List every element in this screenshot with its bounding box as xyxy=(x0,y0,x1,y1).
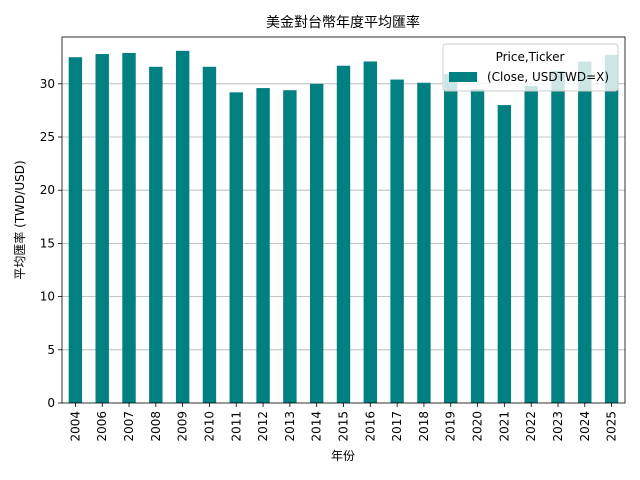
x-tick-label: 2008 xyxy=(149,411,163,442)
y-tick-label: 20 xyxy=(40,183,55,197)
x-tick-label: 2012 xyxy=(256,411,270,442)
bar-2007 xyxy=(122,52,136,404)
x-tick-label: 2011 xyxy=(229,411,243,442)
bar-2017 xyxy=(390,79,404,403)
y-tick-label: 10 xyxy=(40,290,55,304)
bar-2018 xyxy=(417,82,431,403)
y-axis-ticks: 0 5 10 15 20 25 30 xyxy=(40,77,62,410)
bar-2019 xyxy=(444,74,458,403)
x-tick-label: 2006 xyxy=(95,411,109,442)
bar-2015 xyxy=(336,65,351,403)
legend-box xyxy=(442,43,619,92)
bar-2011 xyxy=(229,92,243,403)
legend-swatch xyxy=(449,72,477,82)
bar-2020 xyxy=(470,89,485,403)
y-tick-label: 25 xyxy=(40,130,55,144)
bar-2014 xyxy=(309,83,324,403)
x-tick-label: 2022 xyxy=(524,411,538,442)
x-tick-label: 2023 xyxy=(551,411,565,442)
x-tick-label: 2007 xyxy=(122,411,136,442)
x-tick-label: 2014 xyxy=(310,411,324,442)
x-tick-label: 2013 xyxy=(283,411,297,442)
x-tick-label: 2024 xyxy=(578,411,592,442)
x-tick-label: 2009 xyxy=(176,411,190,442)
bar-2025 xyxy=(604,55,619,403)
bar-2010 xyxy=(202,66,217,403)
bar-2006 xyxy=(95,54,109,403)
y-tick-label: 15 xyxy=(40,236,55,250)
legend: Price,Ticker (Close, USDTWD=X) xyxy=(442,43,619,92)
bar-2013 xyxy=(283,90,297,403)
chart-title: 美金對台幣年度平均匯率 xyxy=(266,14,420,31)
y-tick-label: 5 xyxy=(47,343,55,357)
legend-entry-label: (Close, USDTWD=X) xyxy=(487,70,609,84)
bar-2024 xyxy=(578,61,592,403)
x-tick-label: 2020 xyxy=(471,411,485,442)
y-tick-label: 0 xyxy=(47,396,55,410)
bar-2008 xyxy=(149,66,163,403)
x-tick-label: 2017 xyxy=(390,411,404,442)
x-tick-label: 2021 xyxy=(497,411,511,442)
bar-2012 xyxy=(256,88,270,404)
bar-2021 xyxy=(497,105,512,404)
legend-title: Price,Ticker xyxy=(496,50,565,64)
x-tick-label: 2019 xyxy=(444,411,458,442)
x-tick-label: 2016 xyxy=(363,411,377,442)
x-tick-label: 2018 xyxy=(417,411,431,442)
bar-2009 xyxy=(175,50,190,404)
bar-2022 xyxy=(524,85,538,403)
x-axis-label: 年份 xyxy=(331,449,355,463)
x-tick-label: 2004 xyxy=(68,411,82,442)
y-axis-label: 平均匯率 (TWD/USD) xyxy=(12,160,27,279)
bar-2023 xyxy=(551,71,565,403)
y-tick-label: 30 xyxy=(40,77,55,91)
x-tick-label: 2025 xyxy=(605,411,619,442)
x-tick-label: 2015 xyxy=(337,411,351,442)
x-axis-ticks: 2004 2006 2007 2008 2009 2010 2011 2012 2013 2014… xyxy=(68,403,619,442)
bar-2004 xyxy=(68,57,83,403)
bar-2016 xyxy=(363,61,378,403)
bars xyxy=(68,50,619,404)
x-tick-label: 2010 xyxy=(202,411,216,442)
